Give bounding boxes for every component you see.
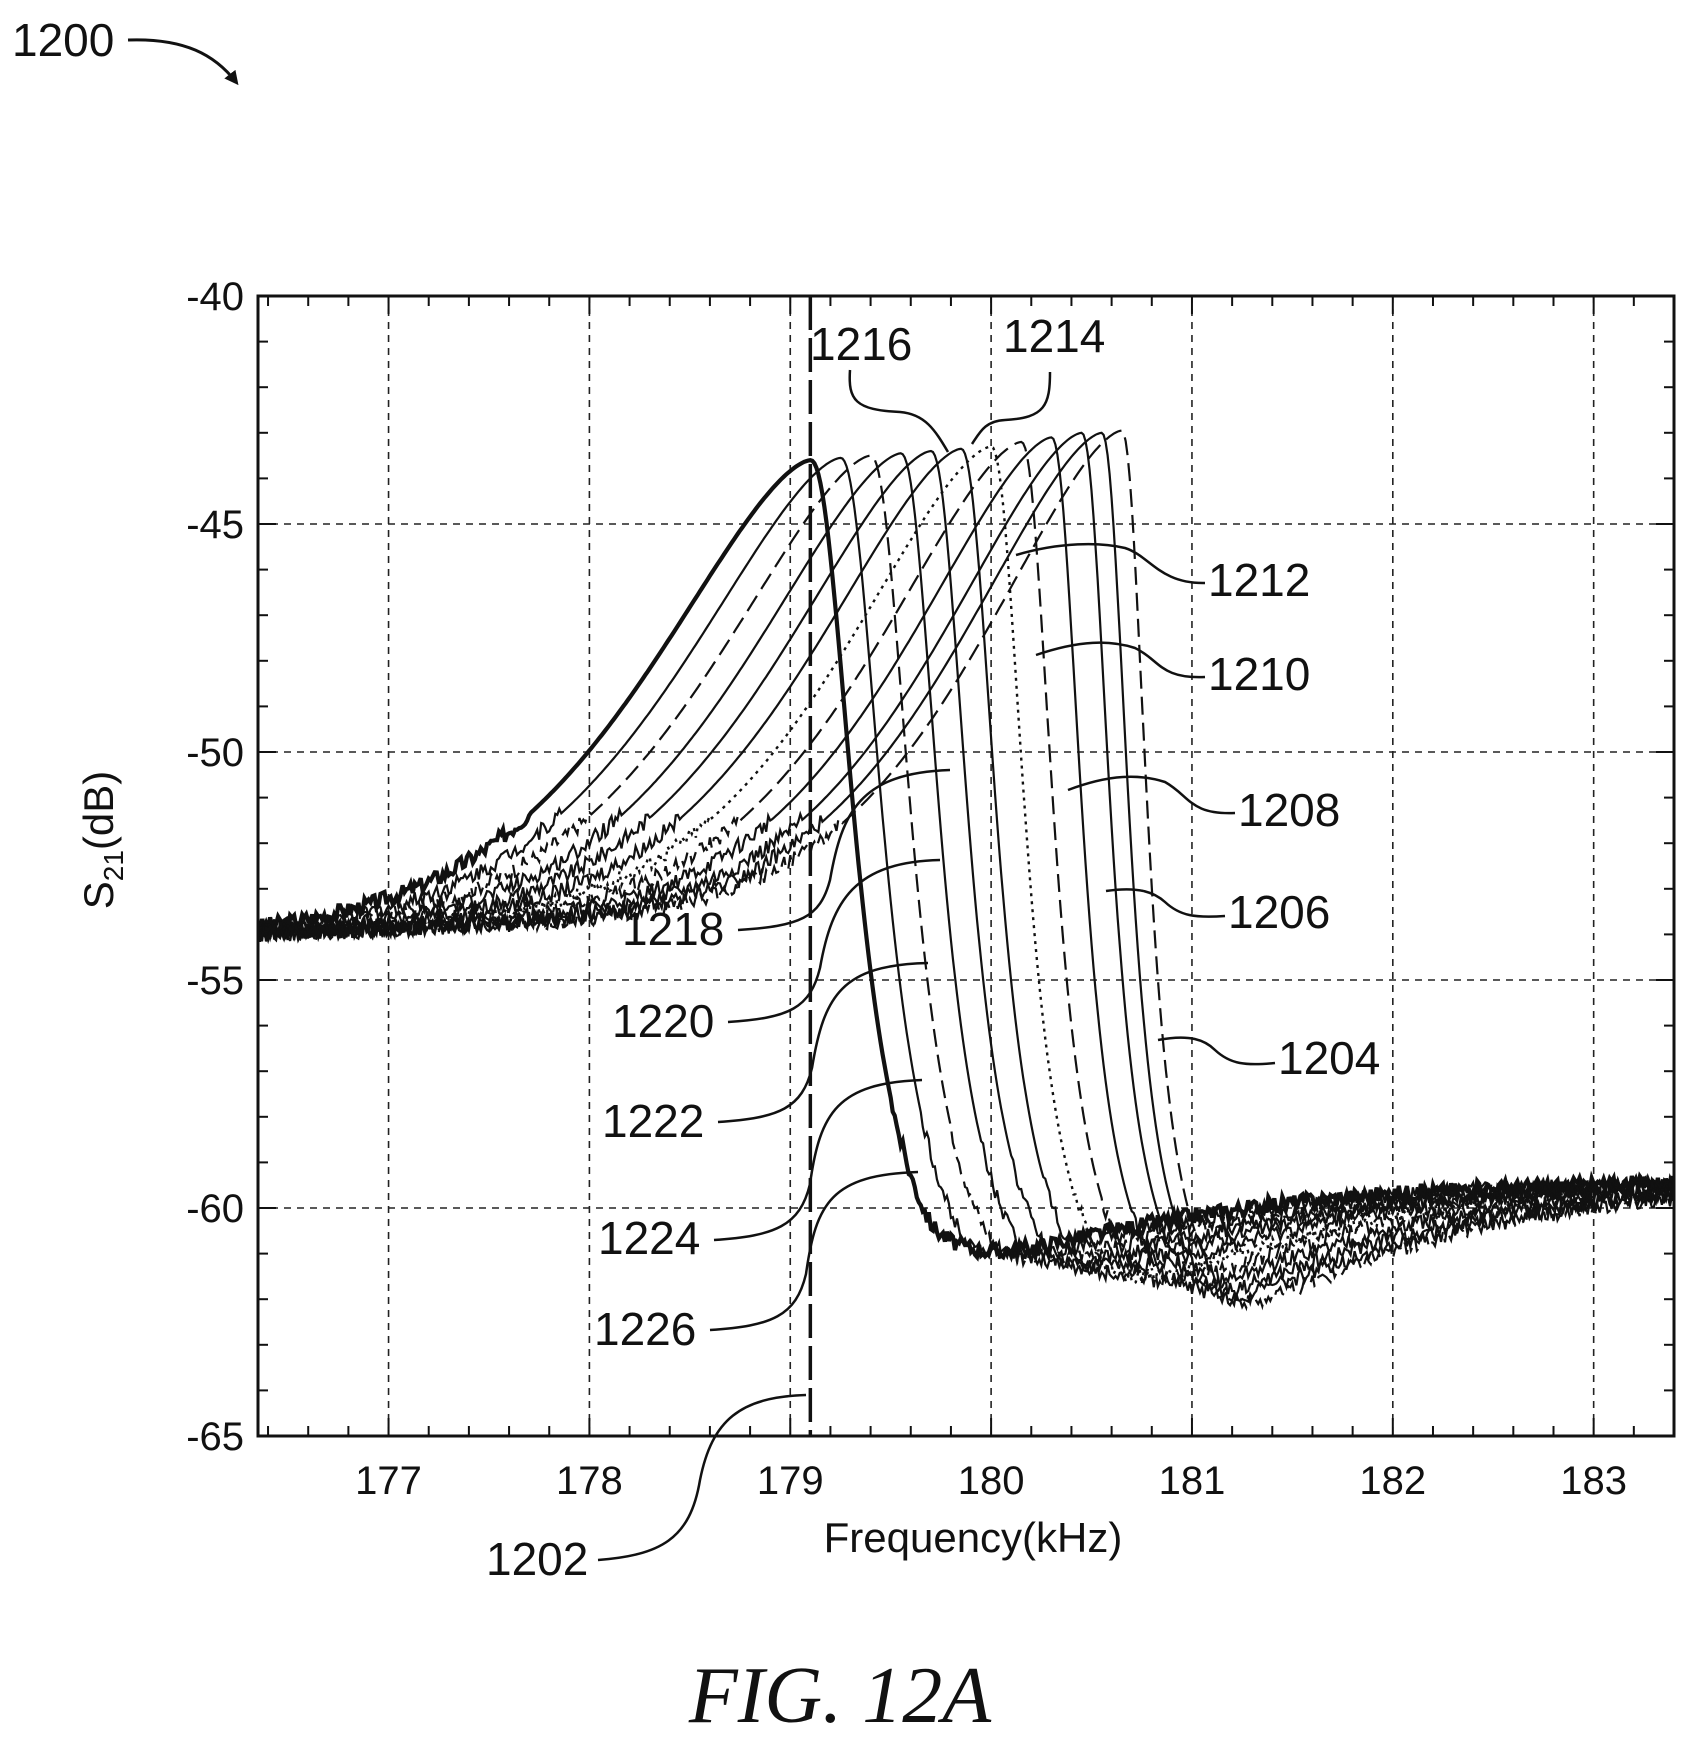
series-line-1214 xyxy=(258,445,1674,1285)
series-line-1208 xyxy=(258,431,1674,1299)
x-tick-label: 182 xyxy=(1359,1459,1426,1503)
callout-1222: 1222 xyxy=(602,961,929,1147)
callout-1208: 1208 xyxy=(1067,775,1340,836)
figure-number-arrow xyxy=(127,38,239,86)
callout-label-1224: 1224 xyxy=(598,1212,700,1264)
series-line-1204 xyxy=(258,429,1674,1312)
series-line-1212 xyxy=(258,440,1674,1291)
figure-number: 1200 xyxy=(12,14,114,66)
callout-1204: 1204 xyxy=(1157,1032,1380,1084)
x-tick-label: 179 xyxy=(757,1459,824,1503)
x-tick-label: 178 xyxy=(556,1459,623,1503)
callout-1224: 1224 xyxy=(598,1078,923,1264)
callout-1206: 1206 xyxy=(1105,886,1330,938)
x-axis-label: Frequency(kHz) xyxy=(824,1514,1123,1561)
callout-label-1208: 1208 xyxy=(1238,784,1340,836)
callout-1210: 1210 xyxy=(1035,641,1310,700)
y-tick-label: -40 xyxy=(186,275,244,319)
callout-label-1212: 1212 xyxy=(1208,554,1310,606)
callout-label-1220: 1220 xyxy=(612,995,714,1047)
callout-label-1222: 1222 xyxy=(602,1095,704,1147)
plot-frame xyxy=(256,294,1676,1438)
callout-1212: 1212 xyxy=(1015,542,1310,606)
callout-label-1202: 1202 xyxy=(486,1533,588,1585)
callout-1220: 1220 xyxy=(612,858,941,1047)
callout-label-1216: 1216 xyxy=(810,318,912,370)
y-tick-labels: -40 -45 -50 -55 -60 -65 xyxy=(186,275,244,1459)
series-line-1222 xyxy=(258,454,1674,1269)
callout-label-1206: 1206 xyxy=(1228,886,1330,938)
axis-ticks xyxy=(258,295,1675,1437)
series-line-1218 xyxy=(258,449,1674,1278)
x-tick-label: 180 xyxy=(958,1459,1025,1503)
callout-label-1204: 1204 xyxy=(1278,1032,1380,1084)
callout-1216: 1216 xyxy=(810,318,950,453)
y-tick-label: -55 xyxy=(186,959,244,1003)
x-tick-label: 183 xyxy=(1560,1459,1627,1503)
series-line-1206 xyxy=(258,431,1674,1309)
callout-label-1214: 1214 xyxy=(1003,310,1105,362)
y-tick-label: -50 xyxy=(186,731,244,775)
y-axis-label: S21(dB) xyxy=(75,771,129,910)
callout-1226: 1226 xyxy=(594,1170,919,1355)
figure-caption: FIG. 12A xyxy=(688,1652,992,1740)
callout-1218: 1218 xyxy=(622,768,951,955)
grid-lines xyxy=(258,296,1674,1436)
x-tick-label: 181 xyxy=(1159,1459,1226,1503)
y-axis-label-unit: (dB) xyxy=(75,771,122,850)
series-curves xyxy=(258,429,1674,1312)
callout-1202: 1202 xyxy=(486,1393,807,1585)
callout-label-1210: 1210 xyxy=(1208,648,1310,700)
series-line-1210 xyxy=(258,436,1674,1294)
x-tick-label: 177 xyxy=(355,1459,422,1503)
callout-label-1218: 1218 xyxy=(622,903,724,955)
callout-label-1226: 1226 xyxy=(594,1303,696,1355)
callouts: 1216 1214 1212 1210 1208 1206 1204 1218 xyxy=(486,310,1380,1585)
y-tick-label: -65 xyxy=(186,1415,244,1459)
series-line-1220 xyxy=(258,452,1674,1271)
y-tick-label: -45 xyxy=(186,503,244,547)
x-tick-labels: 177 178 179 180 181 182 183 xyxy=(355,1459,1627,1503)
y-tick-label: -60 xyxy=(186,1187,244,1231)
y-axis-label-sub: 21 xyxy=(98,850,129,881)
series-line-1216 xyxy=(258,447,1674,1284)
callout-1214: 1214 xyxy=(970,310,1105,445)
y-axis-label-main: S xyxy=(75,881,122,909)
series-line-1226 xyxy=(258,458,1674,1263)
